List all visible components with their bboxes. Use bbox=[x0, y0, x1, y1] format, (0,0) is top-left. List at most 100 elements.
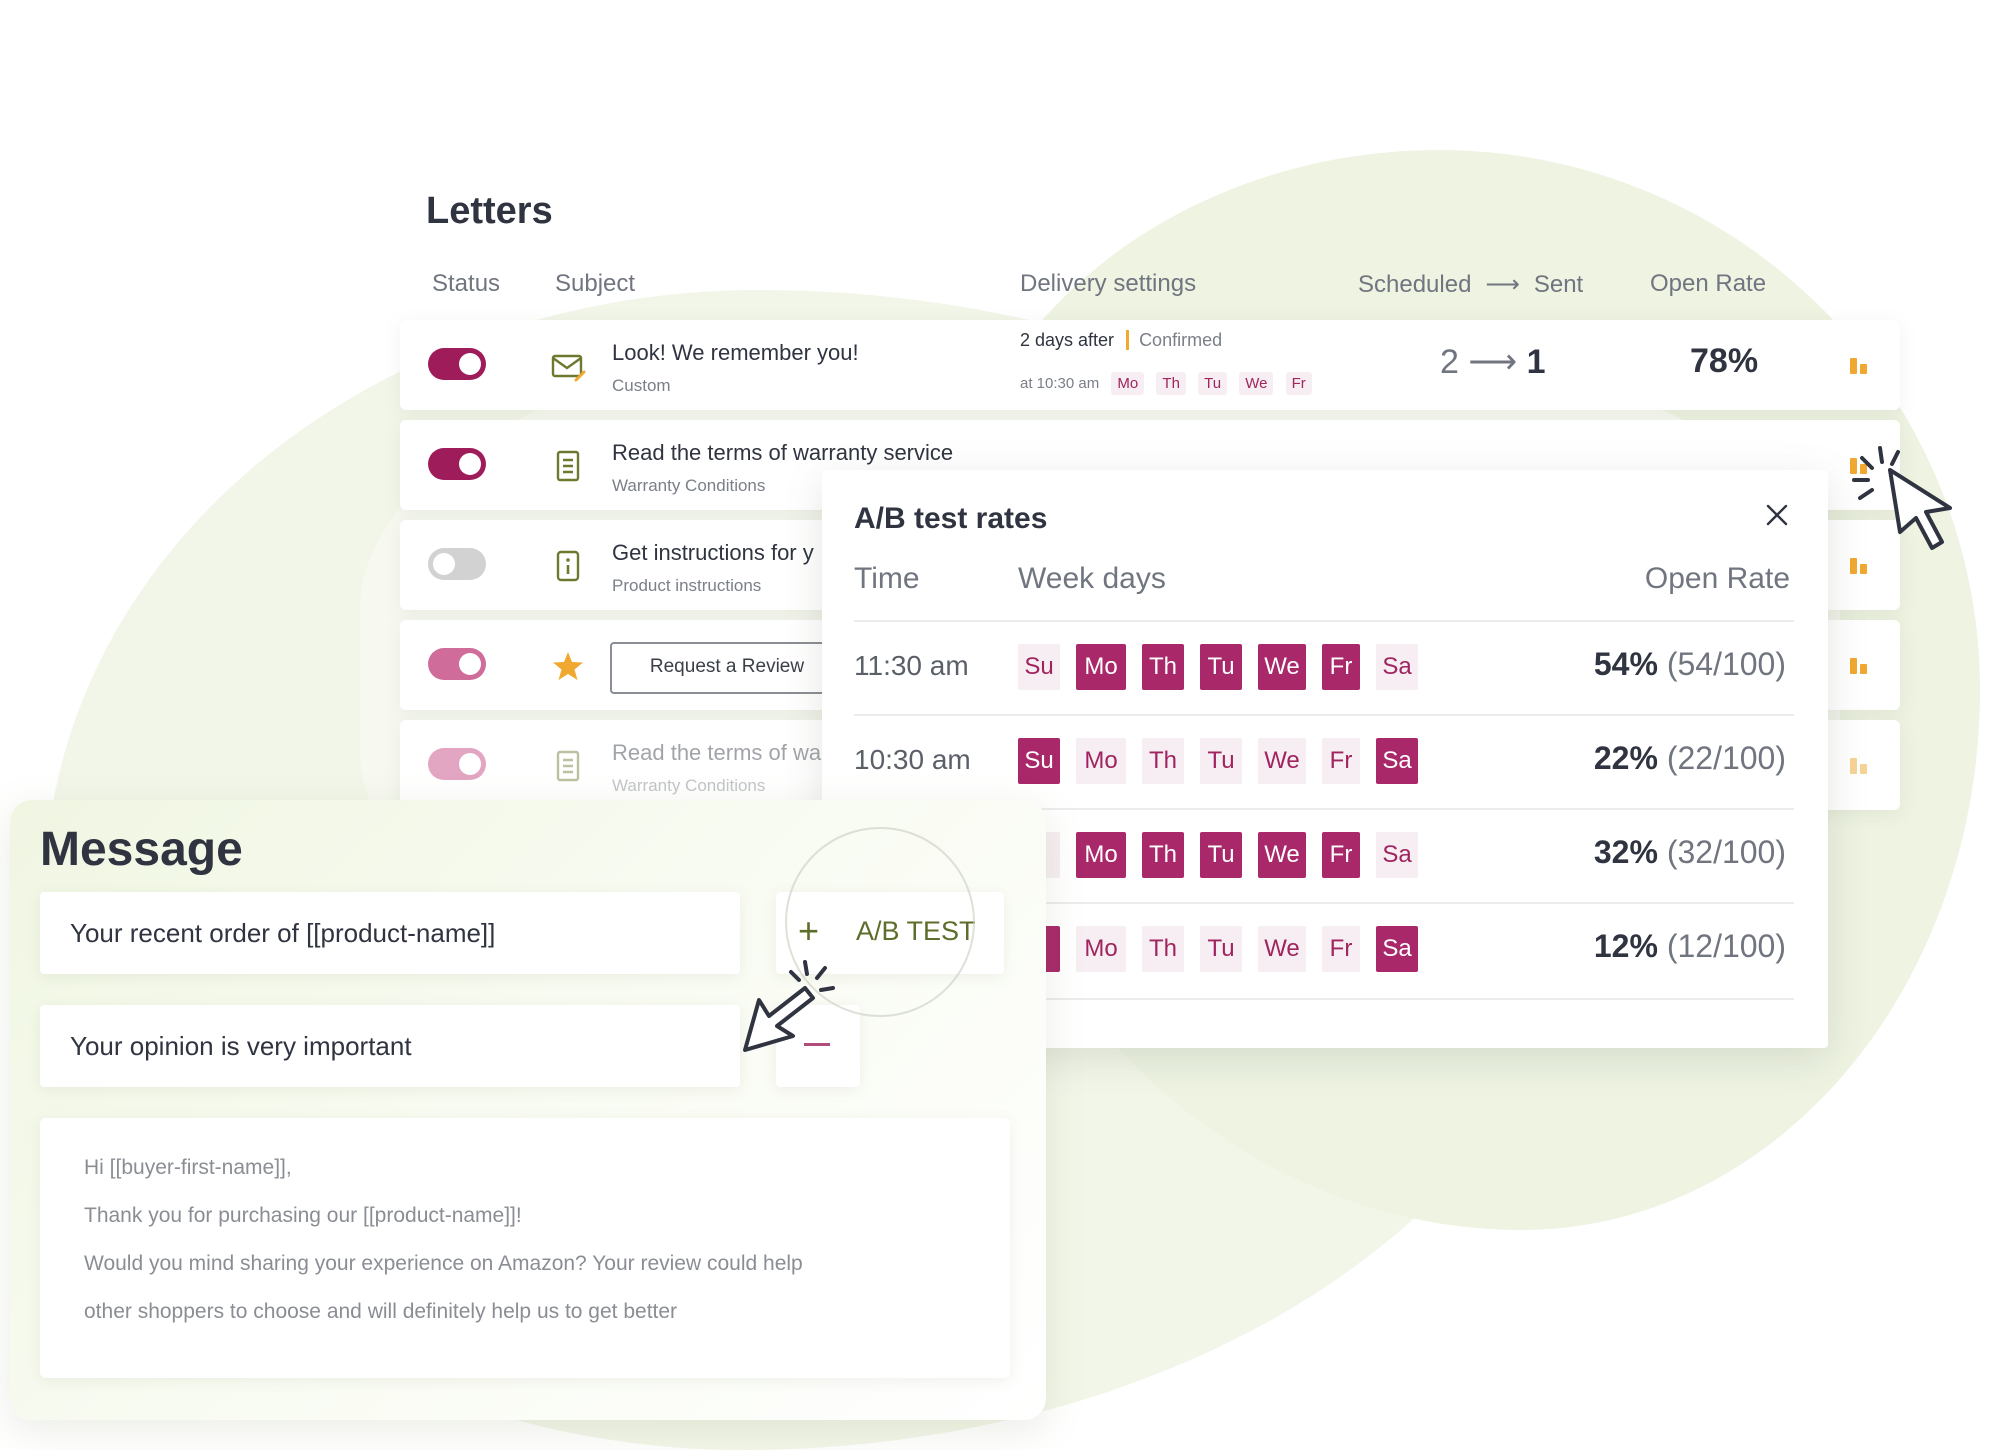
ab-open-rate: 54% (54/100) bbox=[1594, 646, 1786, 683]
subject-input-a[interactable]: Your recent order of [[product-name]] bbox=[40, 892, 740, 974]
day-chip: Mo bbox=[1111, 372, 1145, 395]
minus-icon bbox=[804, 1043, 830, 1046]
ab-day-chip: Sa bbox=[1376, 832, 1418, 878]
letter-subject[interactable]: Look! We remember you! bbox=[612, 340, 859, 365]
ab-day-chip: Sa bbox=[1376, 926, 1418, 972]
day-chip: Fr bbox=[1285, 372, 1312, 395]
request-review-button[interactable]: Request a Review bbox=[610, 642, 844, 694]
letter-subject[interactable]: Read the terms of wa bbox=[612, 740, 822, 765]
ab-day-chip: Mo bbox=[1076, 738, 1126, 784]
ab-day-chip: Mo bbox=[1076, 644, 1126, 690]
column-scheduled-sent: Scheduled ⟶ Sent bbox=[1358, 270, 1583, 299]
status-toggle[interactable] bbox=[428, 648, 486, 680]
letter-subject[interactable]: Get instructions for y bbox=[612, 540, 814, 565]
ab-day-chip: Sa bbox=[1376, 738, 1418, 784]
envelope-edit-icon bbox=[551, 354, 586, 382]
message-body-field[interactable]: Hi [[buyer-first-name]], Thank you for p… bbox=[40, 1118, 1010, 1378]
letter-category: Warranty Conditions bbox=[612, 776, 766, 795]
bar-chart-icon[interactable] bbox=[1850, 556, 1870, 574]
ab-rate-percent: 22% bbox=[1593, 740, 1658, 776]
letter-subject[interactable]: Read the terms of warranty service bbox=[612, 440, 954, 465]
ab-rate-ratio: (32/100) bbox=[1666, 834, 1786, 870]
bar-chart-icon[interactable] bbox=[1850, 756, 1870, 774]
ab-day-chip: We bbox=[1258, 832, 1306, 878]
letter-category: Custom bbox=[612, 376, 671, 395]
status-toggle[interactable] bbox=[428, 448, 486, 480]
body-line: Hi [[buyer-first-name]], bbox=[84, 1156, 292, 1179]
ab-open-rate: 32% (32/100) bbox=[1594, 834, 1786, 871]
body-line: Would you mind sharing your experience o… bbox=[84, 1252, 803, 1275]
bar-chart-icon[interactable] bbox=[1850, 656, 1870, 674]
day-chip: Th bbox=[1156, 372, 1186, 395]
ab-rate-row: u Mo Th Tu We Fr Sa 32% (32/100) bbox=[854, 808, 1794, 904]
ab-test-title: A/B test rates bbox=[854, 502, 1048, 535]
document-icon bbox=[556, 450, 580, 482]
arrow-right-icon: ⟶ bbox=[1468, 343, 1527, 381]
ab-rate-row: 10:30 am Su Mo Th Tu We Fr Sa 22% (22/10… bbox=[854, 714, 1794, 810]
ab-day-chip: Fr bbox=[1322, 738, 1360, 784]
delivery-timing: 2 days after Confirmed bbox=[1020, 330, 1223, 351]
cursor-click-icon bbox=[743, 960, 835, 1052]
ab-day-chip: Th bbox=[1142, 926, 1184, 972]
ab-rate-ratio: (22/100) bbox=[1666, 740, 1786, 776]
ab-day-chip: Sa bbox=[1376, 644, 1418, 690]
ab-day-chip: Su bbox=[1018, 738, 1060, 784]
ab-rate-percent: 32% bbox=[1593, 834, 1658, 870]
delivery-time: at 10:30 am bbox=[1020, 375, 1100, 392]
ab-header-days: Week days bbox=[1018, 562, 1166, 595]
toggle-knob bbox=[459, 753, 481, 775]
document-icon bbox=[556, 750, 580, 782]
ab-day-chip: Tu bbox=[1200, 644, 1242, 690]
ab-day-chip: Th bbox=[1142, 644, 1184, 690]
letter-category: Product instructions bbox=[612, 576, 762, 595]
ab-day-chip: We bbox=[1258, 644, 1306, 690]
toggle-knob bbox=[459, 353, 481, 375]
ab-open-rate: 22% (22/100) bbox=[1594, 740, 1786, 777]
ab-day-chip: Fr bbox=[1322, 832, 1360, 878]
ab-day-chip: Th bbox=[1142, 832, 1184, 878]
subject-value: Your recent order of [[product-name]] bbox=[70, 918, 496, 948]
ab-rate-ratio: (12/100) bbox=[1666, 928, 1786, 964]
message-title: Message bbox=[40, 823, 243, 876]
ab-day-chip: Su bbox=[1018, 644, 1060, 690]
delivery-schedule: at 10:30 am Mo Th Tu We Fr bbox=[1020, 372, 1312, 395]
scheduled-sent-values: 2 ⟶ 1 bbox=[1440, 342, 1546, 382]
ab-day-chip: Tu bbox=[1200, 738, 1242, 784]
cursor-click-icon bbox=[1852, 446, 1952, 550]
ab-day-chip: Tu bbox=[1200, 832, 1242, 878]
day-chip: Tu bbox=[1198, 372, 1228, 395]
bar-chart-icon[interactable] bbox=[1850, 456, 1870, 474]
bar-chart-icon[interactable] bbox=[1850, 356, 1870, 374]
column-open-rate: Open Rate bbox=[1650, 270, 1767, 297]
delivery-status: Confirmed bbox=[1126, 330, 1223, 350]
column-scheduled: Scheduled bbox=[1358, 271, 1472, 298]
close-icon[interactable] bbox=[1762, 500, 1792, 530]
column-sent: Sent bbox=[1533, 271, 1584, 298]
status-toggle[interactable] bbox=[428, 348, 486, 380]
status-toggle[interactable] bbox=[428, 548, 486, 580]
ab-rate-percent: 12% bbox=[1593, 928, 1658, 964]
ab-day-chip: Fr bbox=[1322, 926, 1360, 972]
info-icon bbox=[556, 550, 580, 582]
column-status: Status bbox=[432, 270, 501, 297]
letter-row[interactable]: Look! We remember you! Custom 2 days aft… bbox=[400, 320, 1900, 410]
open-rate: 78% bbox=[1690, 342, 1759, 380]
toggle-knob bbox=[459, 653, 481, 675]
status-toggle[interactable] bbox=[428, 748, 486, 780]
column-delivery: Delivery settings bbox=[1020, 270, 1197, 297]
column-subject: Subject bbox=[555, 270, 636, 297]
ab-day-chip: We bbox=[1258, 926, 1306, 972]
ab-header-time: Time bbox=[854, 562, 920, 595]
subject-input-b[interactable]: Your opinion is very important bbox=[40, 1005, 740, 1087]
body-line: Thank you for purchasing our [[product-n… bbox=[84, 1204, 522, 1227]
letter-category: Warranty Conditions bbox=[612, 476, 766, 495]
body-line: other shoppers to choose and will defini… bbox=[84, 1300, 678, 1323]
ab-rate-row: 11:30 am Su Mo Th Tu We Fr Sa 54% (54/10… bbox=[854, 620, 1794, 716]
subject-value: Your opinion is very important bbox=[70, 1031, 412, 1061]
sent-count: 1 bbox=[1526, 343, 1546, 381]
ab-time: 11:30 am bbox=[854, 650, 969, 681]
ab-time: 10:30 am bbox=[854, 744, 971, 775]
star-icon bbox=[553, 652, 583, 680]
remove-variant-button[interactable] bbox=[776, 1005, 860, 1087]
day-chip: We bbox=[1239, 372, 1274, 395]
